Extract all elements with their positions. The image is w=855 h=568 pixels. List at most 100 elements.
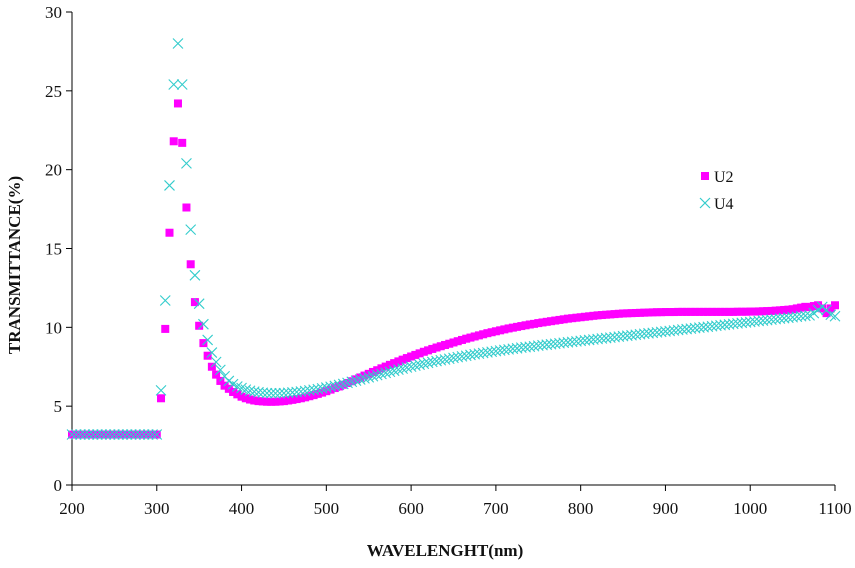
u2-point <box>729 307 738 316</box>
u4-point <box>685 323 697 334</box>
x-tick-label: 200 <box>59 499 85 518</box>
u2-point <box>457 335 466 344</box>
u2-point <box>826 304 835 313</box>
u2-point <box>703 307 712 316</box>
u4-point <box>198 318 209 330</box>
u4-point <box>617 330 629 342</box>
u4-point <box>795 310 807 322</box>
u4-point <box>151 429 163 440</box>
u2-point <box>233 390 242 399</box>
u4-point <box>426 356 438 368</box>
u4-point <box>604 332 616 343</box>
u2-point <box>665 308 674 317</box>
u4-point <box>359 373 370 384</box>
u2-point <box>758 307 767 316</box>
u4-point <box>329 380 341 392</box>
u2-point <box>424 346 433 355</box>
u4-point <box>668 325 680 336</box>
legend-marker-u2 <box>701 172 709 180</box>
u2-point <box>716 307 725 316</box>
u2-point <box>619 309 628 318</box>
u4-point <box>181 157 192 169</box>
u4-point <box>715 319 726 331</box>
u2-point <box>385 360 394 369</box>
u2-point <box>271 397 280 406</box>
u4-point <box>732 318 743 329</box>
u2-point <box>754 307 763 316</box>
u4-point <box>371 369 383 381</box>
u4-point <box>92 429 103 440</box>
u2-point <box>279 397 288 406</box>
u2-point <box>190 298 199 307</box>
u4-point <box>346 376 358 388</box>
legend-label-u2: U2 <box>714 169 734 186</box>
u2-point <box>750 307 759 316</box>
u4-point <box>706 320 718 332</box>
u2-point <box>695 307 704 316</box>
u4-point <box>202 334 214 346</box>
u4-point <box>757 315 769 326</box>
u2-point <box>296 394 305 403</box>
legend-marker-u4 <box>699 197 711 209</box>
u4-point <box>121 429 133 440</box>
u4-point <box>388 365 400 377</box>
u2-point <box>771 306 780 315</box>
u2-point <box>381 362 390 371</box>
u2-point <box>593 311 602 320</box>
u2-point <box>161 324 170 333</box>
u4-point <box>168 79 180 90</box>
u4-point <box>710 320 722 332</box>
u2-point <box>407 352 416 361</box>
u2-point <box>504 324 513 333</box>
u2-point <box>720 307 729 316</box>
u2-point <box>178 138 187 147</box>
u2-point <box>546 317 555 326</box>
u4-point <box>325 381 336 393</box>
u4-point <box>647 327 659 339</box>
u2-point <box>631 308 640 317</box>
u4-point <box>422 357 434 369</box>
u4-point <box>545 338 557 350</box>
u4-point <box>740 317 752 328</box>
u4-point <box>257 387 269 399</box>
legend-label-u4: U4 <box>714 196 734 213</box>
x-tick-label: 900 <box>653 499 679 518</box>
u2-point <box>339 380 348 389</box>
u2-point <box>500 325 509 334</box>
u2-point <box>474 331 483 340</box>
u4-point <box>231 381 243 392</box>
u4-point <box>397 363 409 375</box>
u4-point <box>744 316 756 328</box>
u4-point <box>761 314 773 326</box>
u4-point <box>287 387 298 398</box>
u2-point <box>356 373 365 382</box>
u2-point <box>275 397 284 406</box>
u4-point <box>164 180 175 191</box>
u4-point <box>265 387 277 399</box>
u4-point <box>214 364 226 376</box>
u2-point <box>780 305 789 314</box>
u2-point <box>589 311 598 320</box>
x-tick-label: 800 <box>568 499 594 518</box>
u2-point <box>814 301 823 310</box>
u4-point <box>117 429 129 440</box>
u2-point <box>305 392 314 401</box>
x-tick-label: 700 <box>483 499 509 518</box>
u4-point <box>405 361 417 372</box>
u4-point <box>766 314 777 325</box>
u4-point <box>236 382 247 394</box>
series-layer <box>66 38 841 440</box>
u4-point <box>147 429 158 440</box>
u4-point <box>96 429 108 440</box>
u4-point <box>791 311 803 323</box>
u4-point <box>274 387 286 399</box>
u4-point <box>651 326 663 338</box>
u2-point <box>241 394 250 403</box>
u2-point <box>559 315 568 324</box>
u4-point <box>210 356 222 368</box>
u4-point <box>753 315 765 327</box>
u4-point <box>672 324 684 336</box>
y-tick-label: 10 <box>45 318 62 337</box>
u4-point <box>579 335 591 346</box>
